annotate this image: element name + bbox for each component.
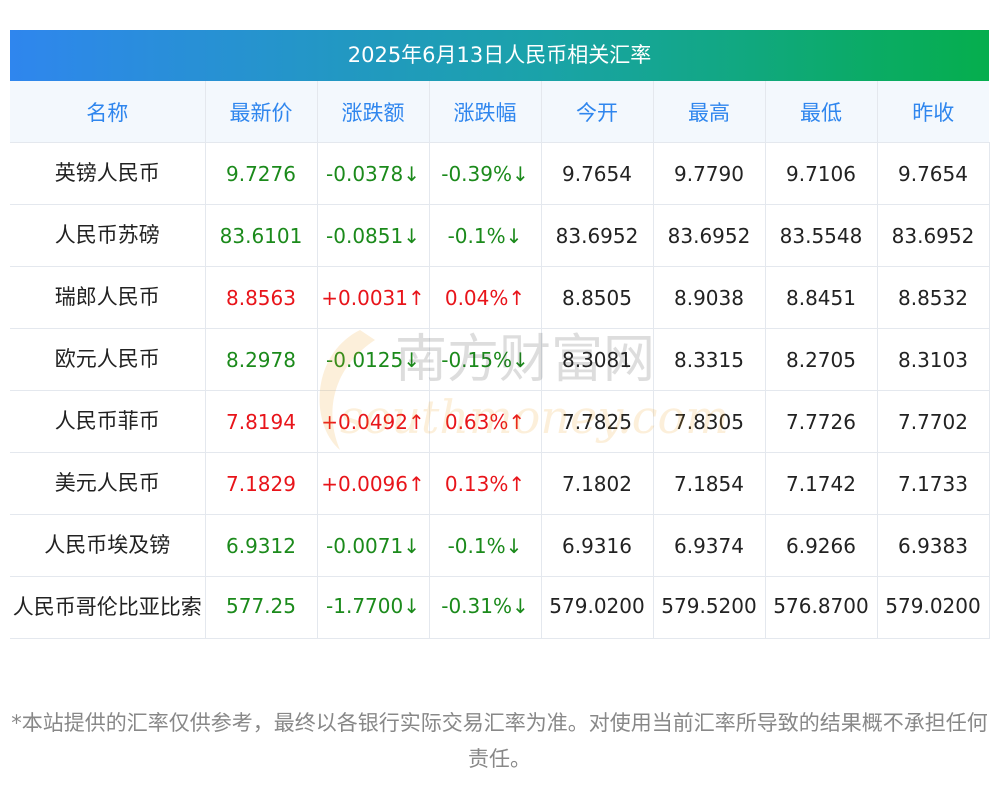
- change-pct-cell: -0.1%↓: [428, 204, 542, 267]
- header-low: 最低: [764, 81, 877, 143]
- prev-close-cell: 8.8532: [876, 266, 990, 329]
- latest-price-cell: 83.6101: [204, 204, 318, 267]
- change-cell: -1.7700↓: [316, 576, 430, 639]
- header-row: 名称 最新价 涨跌额 涨跌幅 今开 最高 最低 昨收: [10, 81, 989, 143]
- low-cell: 7.7726: [764, 390, 878, 453]
- low-cell: 9.7106: [764, 142, 878, 205]
- prev-close-cell: 8.3103: [876, 328, 990, 391]
- table-row: 人民币埃及镑 6.9312 -0.0071↓ -0.1%↓ 6.9316 6.9374 6.…: [10, 514, 990, 577]
- table-row: 瑞郎人民币 8.8563 +0.0031↑ 0.04%↑ 8.8505 8.9038 8.8…: [10, 266, 990, 329]
- change-pct-cell: -0.15%↓: [428, 328, 542, 391]
- prev-close-cell: 83.6952: [876, 204, 990, 267]
- table-row: 英镑人民币 9.7276 -0.0378↓ -0.39%↓ 9.7654 9.7790 9.…: [10, 142, 990, 205]
- currency-pair-name: 欧元人民币: [10, 328, 206, 391]
- currency-pair-name: 人民币哥伦比亚比索: [10, 576, 206, 639]
- latest-price-cell: 8.8563: [204, 266, 318, 329]
- low-cell: 8.2705: [764, 328, 878, 391]
- table-row: 人民币哥伦比亚比索 577.25 -1.7700↓ -0.31%↓ 579.0200 57…: [10, 576, 990, 639]
- table-row: 人民币菲币 7.8194 +0.0492↑ 0.63%↑ 7.7825 7.8305 7.7…: [10, 390, 990, 453]
- header-prev-close: 昨收: [876, 81, 989, 143]
- low-cell: 8.8451: [764, 266, 878, 329]
- change-pct-cell: 0.13%↑: [428, 452, 542, 515]
- currency-pair-name: 人民币埃及镑: [10, 514, 206, 577]
- table-row: 欧元人民币 8.2978 -0.0125↓ -0.15%↓ 8.3081 8.3315 8.…: [10, 328, 990, 391]
- latest-price-cell: 8.2978: [204, 328, 318, 391]
- table-row: 人民币苏磅 83.6101 -0.0851↓ -0.1%↓ 83.6952 83.6952…: [10, 204, 990, 267]
- high-cell: 9.7790: [652, 142, 766, 205]
- prev-close-cell: 7.7702: [876, 390, 990, 453]
- low-cell: 576.8700: [764, 576, 878, 639]
- rate-table-container: 2025年6月13日人民币相关汇率 名称 最新价 涨跌额 涨跌幅 今开 最高 最…: [10, 30, 990, 639]
- disclaimer: *本站提供的汇率仅供参考，最终以各银行实际交易汇率为准。对使用当前汇率所导致的结…: [11, 711, 988, 771]
- change-cell: +0.0031↑: [316, 266, 430, 329]
- open-cell: 8.8505: [540, 266, 654, 329]
- header-change-pct: 涨跌幅: [428, 81, 541, 143]
- change-cell: +0.0096↑: [316, 452, 430, 515]
- high-cell: 83.6952: [652, 204, 766, 267]
- prev-close-cell: 9.7654: [876, 142, 990, 205]
- latest-price-cell: 577.25: [204, 576, 318, 639]
- change-pct-cell: -0.39%↓: [428, 142, 542, 205]
- open-cell: 9.7654: [540, 142, 654, 205]
- high-cell: 7.8305: [652, 390, 766, 453]
- currency-pair-name: 瑞郎人民币: [10, 266, 206, 329]
- change-cell: -0.0071↓: [316, 514, 430, 577]
- open-cell: 83.6952: [540, 204, 654, 267]
- change-cell: -0.0851↓: [316, 204, 430, 267]
- latest-price-cell: 6.9312: [204, 514, 318, 577]
- currency-pair-name: 英镑人民币: [10, 142, 206, 205]
- change-cell: +0.0492↑: [316, 390, 430, 453]
- high-cell: 6.9374: [652, 514, 766, 577]
- latest-price-cell: 9.7276: [204, 142, 318, 205]
- low-cell: 6.9266: [764, 514, 878, 577]
- change-pct-cell: -0.1%↓: [428, 514, 542, 577]
- high-cell: 8.3315: [652, 328, 766, 391]
- rate-table: 名称 最新价 涨跌额 涨跌幅 今开 最高 最低 昨收 英镑人民币 9.7276 -0…: [10, 81, 990, 639]
- open-cell: 6.9316: [540, 514, 654, 577]
- currency-pair-name: 人民币苏磅: [10, 204, 206, 267]
- latest-price-cell: 7.1829: [204, 452, 318, 515]
- change-pct-cell: 0.04%↑: [428, 266, 542, 329]
- header-open: 今开: [540, 81, 653, 143]
- latest-price-cell: 7.8194: [204, 390, 318, 453]
- change-pct-cell: 0.63%↑: [428, 390, 542, 453]
- prev-close-cell: 579.0200: [876, 576, 990, 639]
- change-cell: -0.0125↓: [316, 328, 430, 391]
- header-latest: 最新价: [204, 81, 317, 143]
- prev-close-cell: 6.9383: [876, 514, 990, 577]
- header-high: 最高: [652, 81, 765, 143]
- change-cell: -0.0378↓: [316, 142, 430, 205]
- high-cell: 579.5200: [652, 576, 766, 639]
- low-cell: 83.5548: [764, 204, 878, 267]
- open-cell: 7.7825: [540, 390, 654, 453]
- change-pct-cell: -0.31%↓: [428, 576, 542, 639]
- high-cell: 8.9038: [652, 266, 766, 329]
- table-title: 2025年6月13日人民币相关汇率: [10, 30, 989, 81]
- high-cell: 7.1854: [652, 452, 766, 515]
- header-change: 涨跌额: [316, 81, 429, 143]
- currency-pair-name: 人民币菲币: [10, 390, 206, 453]
- open-cell: 8.3081: [540, 328, 654, 391]
- currency-pair-name: 美元人民币: [10, 452, 206, 515]
- open-cell: 7.1802: [540, 452, 654, 515]
- header-name: 名称: [10, 81, 205, 143]
- prev-close-cell: 7.1733: [876, 452, 990, 515]
- table-row: 美元人民币 7.1829 +0.0096↑ 0.13%↑ 7.1802 7.1854 7.1…: [10, 452, 990, 515]
- open-cell: 579.0200: [540, 576, 654, 639]
- low-cell: 7.1742: [764, 452, 878, 515]
